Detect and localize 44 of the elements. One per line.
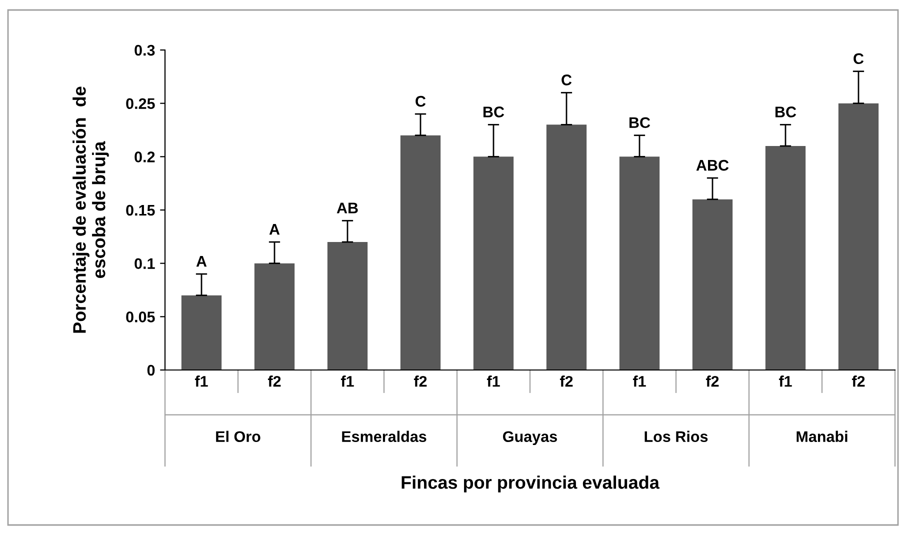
text: Los Rios (644, 430, 708, 442)
bar (692, 199, 733, 370)
bar (546, 124, 587, 370)
data-label: A (269, 224, 280, 235)
y-tick-label: 0.25 (126, 98, 155, 110)
text: Manabi (796, 430, 848, 442)
data-label: A (196, 256, 207, 267)
data-label: BC (629, 117, 650, 128)
bar (181, 295, 222, 370)
text: Esmeraldas (342, 430, 426, 442)
y-tick-label: 0.2 (134, 152, 155, 162)
data-label: BC (483, 106, 504, 118)
data-label: C (416, 96, 426, 107)
y-tick-label: 0.3 (134, 44, 155, 56)
bar (254, 263, 295, 370)
bar (473, 156, 514, 370)
data-label: C (562, 74, 572, 86)
data-label: C (854, 53, 864, 64)
x-tick-label: f2 (852, 376, 865, 387)
y-tick-label: 0.15 (126, 204, 155, 216)
bar (765, 146, 806, 370)
y-axis-title: Porcentaje de evaluación de escoba de bruja (72, 86, 109, 333)
y-tick-label: 0.1 (134, 258, 155, 270)
data-label: BC (775, 106, 796, 118)
x-tick-label: f2 (268, 376, 281, 387)
x-tick-label: f1 (340, 376, 354, 387)
x-tick-label: f2 (560, 376, 573, 387)
bar (400, 135, 441, 370)
bar (619, 156, 660, 370)
y-tick-label: 0 (147, 364, 155, 376)
y-tick-label: 0.05 (126, 312, 155, 322)
x-tick-label: f2 (414, 376, 427, 387)
x-tick-label: f1 (778, 376, 792, 387)
bar (327, 242, 368, 370)
data-label: ABC (696, 160, 729, 171)
text: El Oro (216, 430, 260, 442)
bar (838, 103, 879, 370)
data-label: AB (336, 202, 358, 214)
x-tick-label: f2 (706, 376, 719, 387)
x-tick-label: f1 (194, 376, 208, 387)
x-tick-label: f1 (486, 376, 500, 387)
text: Guayas (503, 431, 557, 446)
x-axis-title: Fincas por provincia evaluada (402, 476, 660, 492)
x-tick-label: f1 (632, 376, 646, 387)
